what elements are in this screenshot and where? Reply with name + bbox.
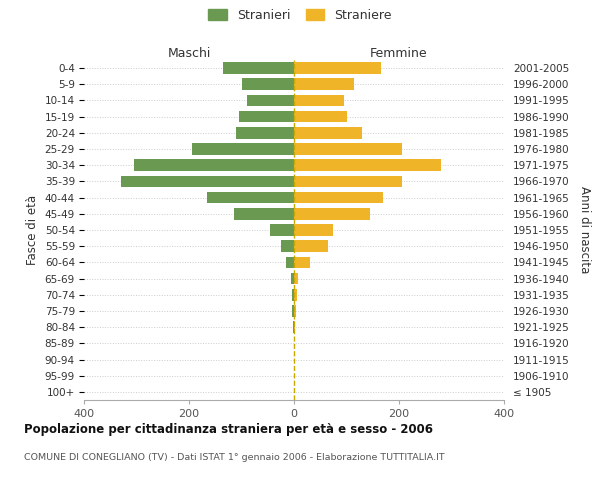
Bar [239,111,294,122]
Bar [134,160,294,171]
Bar [294,289,296,300]
Y-axis label: Fasce di età: Fasce di età [26,195,39,265]
Bar [292,289,294,300]
Bar [247,94,294,106]
Bar [294,256,310,268]
Bar [294,111,347,122]
Bar [294,208,370,220]
Bar [294,94,344,106]
Bar [294,272,298,284]
Bar [236,127,294,138]
Text: Popolazione per cittadinanza straniera per età e sesso - 2006: Popolazione per cittadinanza straniera p… [24,422,433,436]
Bar [294,322,295,333]
Text: Maschi: Maschi [167,47,211,60]
Y-axis label: Anni di nascita: Anni di nascita [578,186,591,274]
Bar [294,127,362,138]
Legend: Stranieri, Straniere: Stranieri, Straniere [208,8,392,22]
Bar [241,78,294,90]
Bar [223,62,294,74]
Bar [191,143,294,155]
Bar [294,192,383,203]
Bar [294,78,355,90]
Bar [233,208,294,220]
Bar [294,224,334,236]
Bar [294,143,401,155]
Text: Femmine: Femmine [370,47,428,60]
Bar [294,305,296,317]
Bar [294,62,380,74]
Bar [271,224,294,236]
Bar [292,272,294,284]
Bar [294,176,401,188]
Bar [208,192,294,203]
Bar [286,256,294,268]
Bar [294,240,328,252]
Text: COMUNE DI CONEGLIANO (TV) - Dati ISTAT 1° gennaio 2006 - Elaborazione TUTTITALIA: COMUNE DI CONEGLIANO (TV) - Dati ISTAT 1… [24,452,445,462]
Bar [121,176,294,188]
Bar [292,305,294,317]
Bar [294,160,441,171]
Bar [281,240,294,252]
